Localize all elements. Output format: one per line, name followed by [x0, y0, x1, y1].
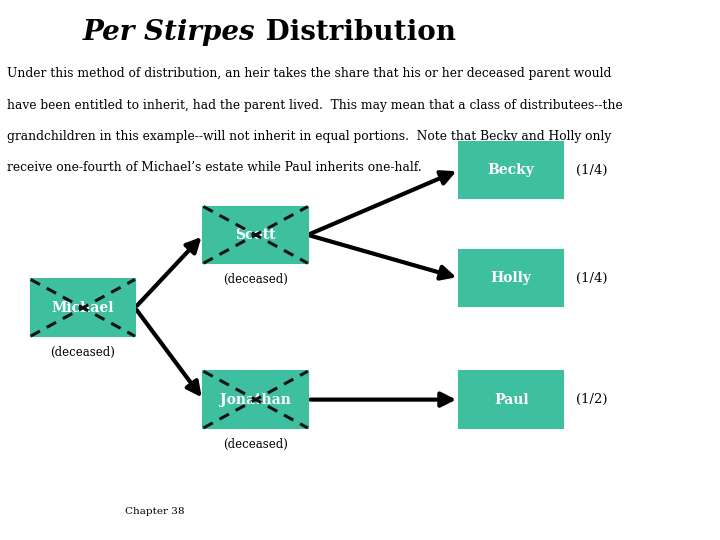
FancyBboxPatch shape: [459, 372, 563, 428]
Text: Chapter 38: Chapter 38: [125, 507, 184, 516]
Text: (deceased): (deceased): [50, 346, 115, 359]
FancyBboxPatch shape: [203, 372, 308, 428]
FancyBboxPatch shape: [459, 141, 563, 198]
FancyBboxPatch shape: [203, 206, 308, 263]
Text: Distribution: Distribution: [256, 19, 456, 46]
Text: Per Stirpes: Per Stirpes: [83, 19, 256, 46]
Text: Under this method of distribution, an heir takes the share that his or her decea: Under this method of distribution, an he…: [7, 68, 611, 80]
Text: Holly: Holly: [491, 271, 531, 285]
Text: Jonathan: Jonathan: [220, 393, 291, 407]
Text: receive one-fourth of Michael’s estate while Paul inherits one-half.: receive one-fourth of Michael’s estate w…: [7, 161, 422, 174]
Text: grandchildren in this example--will not inherit in equal portions.  Note that Be: grandchildren in this example--will not …: [7, 130, 611, 143]
Text: (1/4): (1/4): [577, 272, 608, 285]
Text: Michael: Michael: [52, 301, 114, 315]
FancyBboxPatch shape: [459, 249, 563, 306]
Text: (deceased): (deceased): [223, 273, 288, 286]
Text: (1/4): (1/4): [577, 164, 608, 177]
Text: Paul: Paul: [494, 393, 528, 407]
Text: (1/2): (1/2): [577, 393, 608, 406]
Text: Becky: Becky: [487, 163, 535, 177]
Text: have been entitled to inherit, had the parent lived.  This may mean that a class: have been entitled to inherit, had the p…: [7, 99, 623, 112]
FancyBboxPatch shape: [31, 280, 135, 336]
Text: Scott: Scott: [235, 228, 276, 242]
Text: (deceased): (deceased): [223, 437, 288, 451]
